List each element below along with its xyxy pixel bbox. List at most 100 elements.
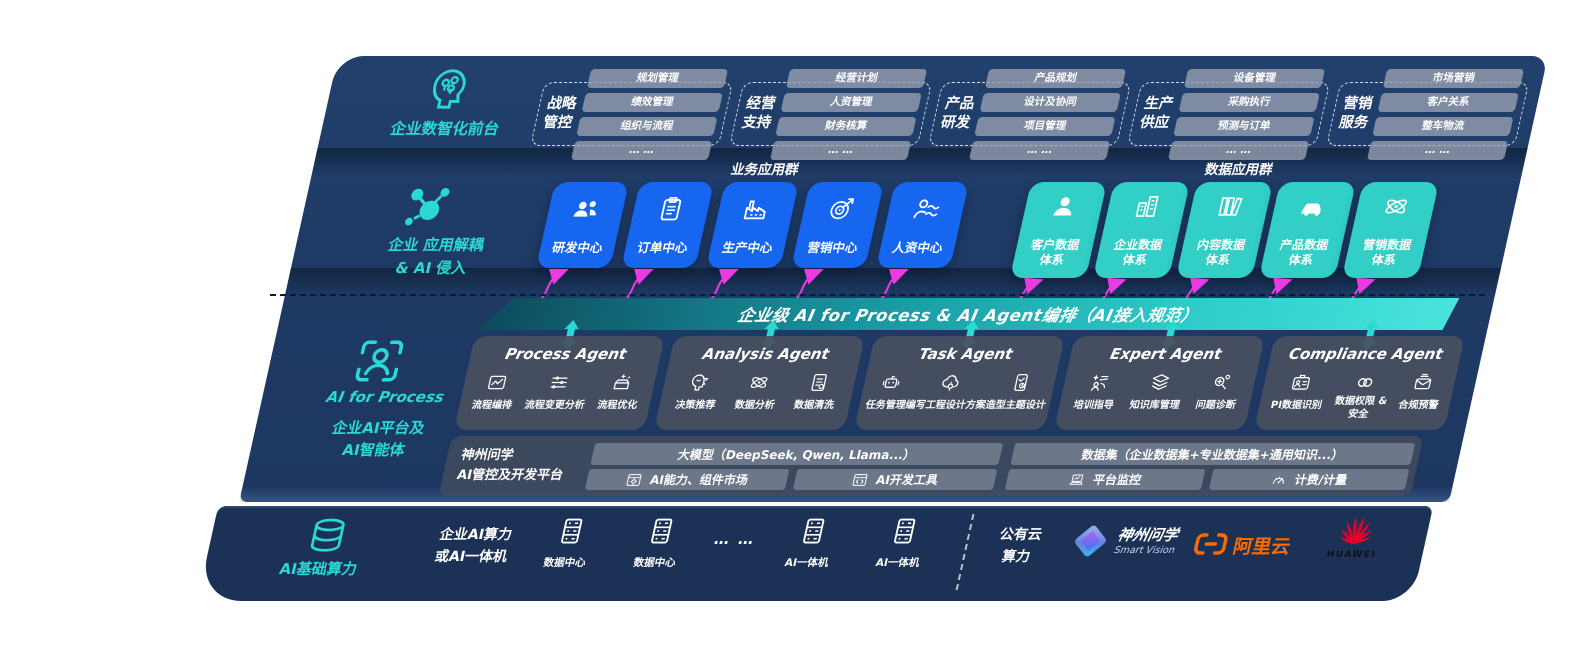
data-permission-icon (1352, 372, 1378, 393)
styling-theme-icon (1008, 372, 1034, 393)
target-icon (824, 195, 858, 223)
module-pill: 市场营销 (1383, 68, 1525, 88)
component-market-icon (624, 472, 644, 488)
clipboard-icon (654, 195, 688, 223)
issue-diagnosis-icon (1208, 372, 1234, 393)
module-pill: … … (770, 140, 912, 160)
agent-title: Analysis Agent (700, 345, 831, 363)
module-pill: 财务核算 (775, 116, 917, 136)
aliyun-logo-icon (1194, 533, 1228, 555)
agent-title: Compliance Agent (1287, 345, 1445, 363)
infra-layer-label: AI基础算力 (277, 560, 359, 578)
process-agent-box: Process Agent 流程编排 流程变更分析 流程优化 (454, 336, 665, 430)
module-pill: 经营计划 (786, 68, 928, 88)
front-group-title: 战略 管控 (541, 96, 579, 131)
module-pill: 采购执行 (1178, 92, 1320, 112)
module-pill: 产品规划 (985, 68, 1127, 88)
gauge-icon (1269, 472, 1289, 488)
front-group-production-supply: 生产 供应 设备管理 采购执行 预测与订单 … … (1127, 68, 1331, 160)
compliance-alert-icon (1411, 372, 1437, 393)
node-datacenter-1: 数据中心 (521, 516, 617, 570)
building-icon (1130, 193, 1163, 220)
front-group-strategy: 战略 管控 规划管理 绩效管理 组织与流程 … … (530, 68, 734, 160)
person-icon (1047, 193, 1080, 220)
front-group-title: 经营 支持 (740, 96, 778, 131)
module-pill: … … (571, 140, 713, 160)
module-pill: 预测与订单 (1173, 116, 1315, 136)
books-icon (1213, 193, 1246, 220)
platform-label: 神州问学 AI管控及开发平台 (455, 448, 565, 484)
person-arrows-icon (909, 195, 943, 223)
aliyun-logo-text: 阿里云 (1230, 536, 1293, 558)
capability-market-cell: AI能力、组件市场 (584, 469, 790, 490)
data-analysis-icon (747, 372, 773, 393)
architecture-diagram: 企业数智化前台 战略 管控 规划管理 绩效管理 组织与流程 … … 经营 支持 经营… (197, 56, 1549, 602)
infra-divider (955, 514, 975, 590)
access-spec-dashed-line (269, 294, 1486, 296)
front-group-title: 生产 供应 (1138, 96, 1176, 131)
server-icon (643, 516, 680, 546)
engineering-design-icon (938, 372, 964, 393)
node-ellipsis: … … (712, 530, 758, 548)
front-group-title: 营销 服务 (1337, 96, 1375, 131)
module-pill: 设计及协同 (979, 92, 1121, 112)
module-pill: 客户关系 (1377, 92, 1519, 112)
infra-band: AI基础算力 企业AI算力 或AI一体机 数据中心 数据中心 … … AI一体机… (197, 506, 1434, 601)
atom-icon (1379, 193, 1412, 220)
platform-strip: 神州问学 AI管控及开发平台 大模型（DeepSeek, Qwen, Llama… (438, 436, 1424, 496)
team-icon (569, 195, 603, 223)
huawei-logo-icon (1339, 516, 1373, 544)
huawei-logo-text: HUAWEI (1325, 550, 1378, 560)
decision-recommend-icon (687, 372, 713, 393)
database-icon (303, 516, 352, 556)
front-group-marketing-service: 营销 服务 市场营销 客户关系 整车物流 … … (1326, 68, 1530, 160)
module-pill: 设备管理 (1184, 68, 1326, 88)
process-change-analysis-icon (547, 372, 573, 393)
compliance-agent-box: Compliance Agent PI数据识别 数据权限 & 安全 合规预警 (1254, 336, 1465, 430)
node-ai-appliance-1: AI一体机 (763, 516, 859, 570)
process-orchestration-icon (484, 372, 510, 393)
module-pill: … … (1168, 140, 1310, 160)
laptop-monitor-icon (1067, 472, 1087, 488)
data-app-heading: 数据应用群 (1203, 162, 1275, 178)
business-app-heading: 业务应用群 (729, 162, 801, 178)
server-icon (795, 516, 832, 546)
module-pill: 组织与流程 (576, 116, 718, 136)
module-pill: 绩效管理 (581, 92, 723, 112)
devtool-cell: AI开发工具 (792, 469, 998, 490)
server-icon (553, 516, 590, 546)
module-pill: 项目管理 (974, 116, 1116, 136)
training-guidance-icon (1086, 372, 1112, 393)
analysis-agent-box: Analysis Agent 决策推荐 数据分析 数据清洗 (654, 336, 865, 430)
node-datacenter-2: 数据中心 (611, 516, 707, 570)
module-pill: 人资管理 (780, 92, 922, 112)
model-bar: 大模型（DeepSeek, Qwen, Llama...） (590, 443, 1004, 465)
agent-title: Task Agent (917, 345, 1015, 363)
module-pill: … … (1367, 140, 1509, 160)
dev-tools-icon (850, 472, 870, 488)
front-group-operation: 经营 支持 经营计划 人资管理 财务核算 … … (729, 68, 933, 160)
module-pill: 整车物流 (1372, 116, 1514, 136)
front-layer-label: 企业数智化前台 (388, 120, 502, 138)
task-management-icon (878, 372, 904, 393)
pi-data-recognition-icon (1288, 372, 1314, 393)
dataset-bar: 数据集（企业数据集+专业数据集+通用知识...） (1010, 443, 1416, 465)
billing-cell: 计费/计量 (1208, 469, 1410, 490)
public-cloud-label: 公有云 算力 (998, 527, 1044, 566)
front-group-product-rd: 产品 研发 产品规划 设计及协同 项目管理 … … (928, 68, 1132, 160)
task-agent-box: Task Agent 任务管理 编写工程设计方案 造型主题设计 (854, 336, 1065, 430)
module-pill: 规划管理 (587, 68, 729, 88)
node-ai-appliance-2: AI一体机 (854, 516, 950, 570)
data-cleaning-icon (806, 372, 832, 393)
factory-icon (739, 195, 773, 223)
module-pill: … … (969, 140, 1111, 160)
front-group-title: 产品 研发 (939, 96, 977, 131)
agent-title: Process Agent (503, 345, 629, 363)
car-icon (1296, 193, 1329, 220)
monitor-cell: 平台监控 (1004, 469, 1206, 490)
knowledge-base-icon (1147, 372, 1173, 393)
agent-title: Expert Agent (1108, 345, 1224, 363)
process-optimization-icon (609, 372, 635, 393)
smart-vision-logo-icon (1075, 525, 1106, 557)
server-icon (886, 516, 923, 546)
